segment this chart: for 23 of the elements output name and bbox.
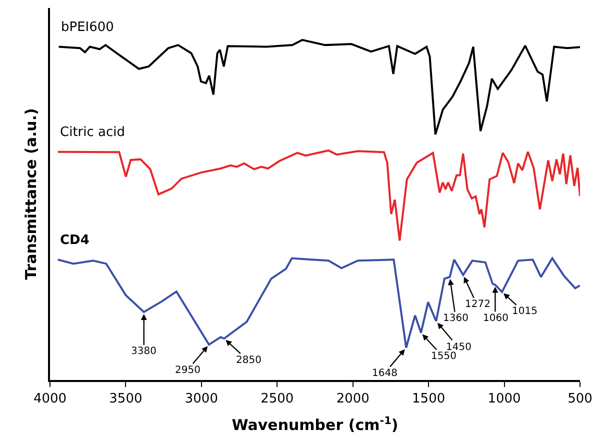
annotation: 3380 (131, 346, 156, 357)
x-tick-label: 3500 (109, 392, 142, 407)
x-tick-label: 500 (568, 392, 592, 407)
annotation: 1450 (446, 342, 472, 353)
annotation: 1360 (443, 313, 468, 324)
x-tick-label: 4000 (33, 392, 67, 407)
series-label: Citric acid (60, 125, 125, 140)
y-axis-title: Transmittance (a.u.) (22, 108, 40, 280)
annotation: 2850 (236, 355, 262, 366)
annotation: 1272 (465, 299, 490, 310)
annotation: 1015 (512, 306, 538, 317)
x-tick-label: 1000 (488, 392, 521, 407)
annotation: 1550 (431, 351, 456, 362)
x-tick-label: 2500 (260, 392, 294, 407)
annotation: 2950 (175, 365, 200, 376)
annotation: 1060 (483, 313, 508, 324)
x-tick-label: 3000 (184, 392, 218, 407)
annotation: 1648 (372, 368, 398, 379)
x-tick-label: 2000 (336, 392, 370, 407)
x-tick-label: 1500 (412, 392, 446, 407)
x-axis-title: Wavenumber (cm$^{-1}$) (232, 414, 398, 434)
series-label: CD4 (60, 233, 90, 248)
series-label: bPEI600 (61, 20, 114, 35)
